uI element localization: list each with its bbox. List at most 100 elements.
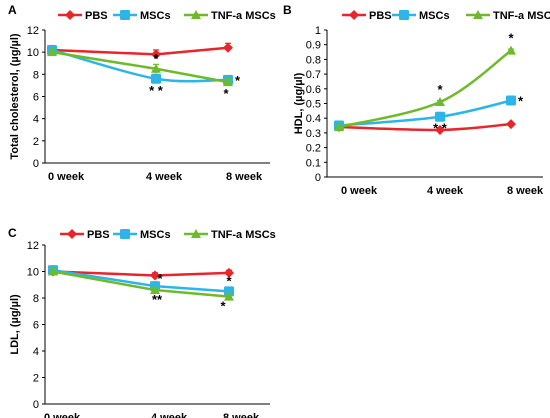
significance-asterisk: * (235, 73, 241, 88)
data-point (506, 119, 516, 130)
data-point (150, 285, 160, 295)
legend-swatch-marker (120, 10, 130, 20)
legend-label: PBS (85, 10, 108, 22)
significance-asterisk: * (220, 299, 226, 314)
x-tick-label: 8 week (223, 412, 260, 418)
significance-asterisk: * (508, 31, 514, 46)
y-tick-label: 1 (315, 25, 321, 37)
significance-asterisk: * (226, 273, 232, 288)
legend-label: PBS (369, 10, 392, 22)
data-point (506, 95, 516, 106)
data-point (435, 124, 445, 135)
series-line (338, 49, 512, 129)
legend-item: MSCs (113, 229, 171, 241)
legend-swatch-marker (120, 229, 130, 239)
data-point (150, 270, 160, 281)
y-tick-label: 2 (33, 136, 39, 148)
significance-asterisk: * * (149, 83, 164, 98)
legend-item: PBS (60, 229, 110, 241)
data-point (223, 77, 233, 87)
significance-asterisk: ** (152, 292, 163, 307)
significance-asterisk: * (157, 271, 163, 286)
y-tick-label: 6 (33, 92, 39, 104)
data-point (334, 122, 344, 132)
data-point (223, 42, 233, 53)
x-tick-label: 0 week (341, 185, 378, 197)
data-point (151, 63, 161, 73)
legend-item: MSCs (113, 10, 171, 22)
y-tick-label: 0.5 (306, 99, 321, 111)
y-tick-label: 10 (27, 47, 39, 59)
y-tick-label: 0.1 (306, 157, 321, 169)
legend-swatch-marker (473, 10, 483, 19)
data-point (224, 267, 234, 278)
y-tick-label: 8 (33, 293, 39, 305)
x-tick-label: 0 week (48, 171, 85, 183)
legend-label: MSCs (140, 10, 171, 22)
x-tick-label: 8 week (507, 185, 544, 197)
y-tick-label: 2 (33, 373, 39, 385)
legend-label: PBS (87, 229, 110, 241)
data-point (47, 47, 57, 57)
legend-item: MSCs (392, 10, 450, 22)
legend-swatch-marker (191, 229, 201, 238)
data-point (151, 73, 161, 84)
series-tnf-a-mscs (47, 47, 233, 87)
y-tick-label: 4 (33, 346, 39, 358)
legend-item: TNF-a MSCs (184, 10, 276, 22)
y-tick-label: 0.6 (306, 84, 321, 96)
panel-a: A 0 2 4 6 8 10 12 Total cholesterol, (µg/µl) 0 we… (8, 3, 276, 183)
data-point (151, 49, 161, 60)
series-line (338, 122, 512, 132)
y-axis-label: LDL, (µg/µl) (9, 294, 21, 355)
x-tick-label: 4 week (427, 185, 464, 197)
data-point (48, 266, 58, 276)
x-tick-label: 0 week (44, 412, 81, 418)
y-axis-label: Total cholesterol, (µg/µl) (9, 33, 21, 159)
panel-label: A (8, 3, 17, 17)
legend-item: TNF-a MSCs (184, 229, 276, 241)
legend-label: TNF-a MSCs (211, 10, 276, 22)
legend-label: TNF-a MSCs (493, 10, 550, 22)
series-mscs (48, 265, 234, 297)
legend-swatch-marker (399, 10, 409, 20)
panel-label: C (8, 226, 17, 240)
legend-item: PBS (342, 10, 392, 22)
panel-c: C 0 2 4 6 8 10 12 LDL, (µg/µl) 0 week 4 week 8 week… (8, 226, 276, 418)
legend-label: MSCs (419, 10, 450, 22)
x-tick-label: 4 week (146, 171, 183, 183)
panel-label: B (283, 3, 292, 17)
data-point (506, 45, 516, 55)
legend-item: TNF-a MSCs (466, 10, 550, 22)
y-tick-label: 0 (33, 158, 39, 170)
y-tick-label: 0.2 (306, 143, 321, 155)
legend-swatch-marker (67, 229, 77, 239)
series-tnf-a-mscs (48, 266, 234, 301)
panel-b: B 0 0.1 0.2 0.3 0.4 0.5 0.6 0.7 0.8 0.9 1 HDL, (µg/µ… (283, 3, 550, 197)
x-tick-label: 8 week (226, 171, 263, 183)
series-tnf-a-mscs (334, 45, 516, 132)
y-tick-label: 12 (27, 25, 39, 37)
significance-asterisk: * (437, 82, 443, 97)
legend-swatch-marker (65, 10, 75, 20)
data-point (435, 111, 445, 122)
y-axis-label: HDL, (µg/µl) (293, 72, 305, 134)
y-tick-label: 6 (33, 320, 39, 332)
y-tick-label: 0.4 (306, 113, 321, 125)
y-tick-label: 0.9 (306, 40, 321, 52)
y-tick-label: 10 (27, 267, 39, 279)
y-tick-label: 0.8 (306, 54, 321, 66)
y-tick-label: 0 (315, 172, 321, 184)
data-point (435, 97, 445, 107)
legend-swatch-marker (349, 10, 359, 20)
significance-asterisk: * (153, 51, 159, 66)
significance-asterisk: * (223, 86, 229, 101)
significance-asterisk: * (518, 94, 524, 109)
y-tick-label: 0 (33, 399, 39, 411)
y-tick-label: 0.3 (306, 128, 321, 140)
y-tick-label: 8 (33, 69, 39, 81)
legend-item: PBS (58, 10, 108, 22)
y-tick-label: 4 (33, 114, 39, 126)
